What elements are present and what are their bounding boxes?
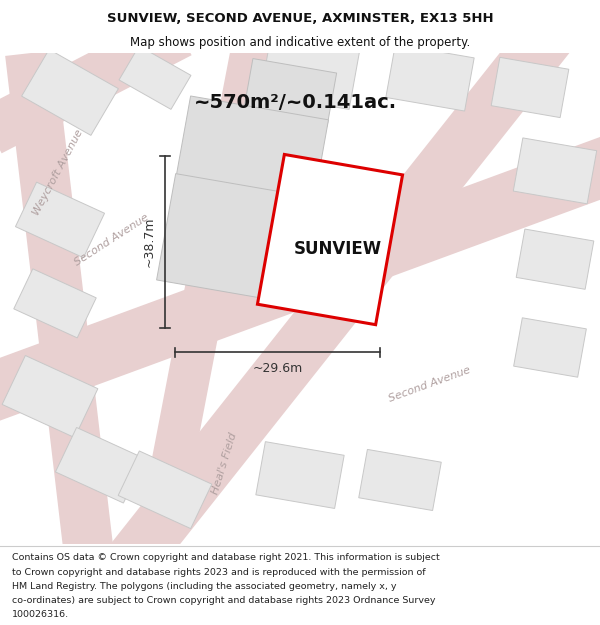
Polygon shape (513, 138, 597, 204)
Polygon shape (257, 154, 403, 324)
Polygon shape (157, 174, 323, 306)
Polygon shape (244, 59, 337, 126)
Text: Second Avenue: Second Avenue (73, 212, 151, 268)
Polygon shape (260, 36, 359, 109)
Text: Map shows position and indicative extent of the property.: Map shows position and indicative extent… (130, 36, 470, 49)
Polygon shape (118, 451, 212, 529)
Text: Contains OS data © Crown copyright and database right 2021. This information is : Contains OS data © Crown copyright and d… (12, 554, 440, 562)
Text: Heal's Field: Heal's Field (211, 431, 239, 496)
Polygon shape (0, 134, 600, 424)
Polygon shape (14, 269, 96, 338)
Polygon shape (514, 318, 586, 378)
Polygon shape (386, 44, 474, 111)
Text: ~29.6m: ~29.6m (253, 362, 302, 374)
Polygon shape (134, 29, 275, 558)
Text: Second Avenue: Second Avenue (388, 365, 472, 404)
Text: ~38.7m: ~38.7m (143, 217, 155, 268)
Polygon shape (108, 17, 572, 580)
Text: co-ordinates) are subject to Crown copyright and database rights 2023 Ordnance S: co-ordinates) are subject to Crown copyr… (12, 596, 436, 605)
Polygon shape (359, 449, 441, 511)
Text: SUNVIEW, SECOND AVENUE, AXMINSTER, EX13 5HH: SUNVIEW, SECOND AVENUE, AXMINSTER, EX13 … (107, 12, 493, 24)
Text: 100026316.: 100026316. (12, 611, 69, 619)
Text: ~570m²/~0.141ac.: ~570m²/~0.141ac. (193, 92, 397, 112)
Text: HM Land Registry. The polygons (including the associated geometry, namely x, y: HM Land Registry. The polygons (includin… (12, 582, 397, 591)
Text: SUNVIEW: SUNVIEW (294, 241, 382, 258)
Polygon shape (256, 442, 344, 509)
Polygon shape (516, 229, 594, 289)
Polygon shape (55, 428, 145, 503)
Polygon shape (491, 58, 569, 118)
Polygon shape (22, 49, 118, 136)
Polygon shape (172, 96, 328, 226)
Polygon shape (119, 46, 191, 109)
Polygon shape (0, 12, 191, 153)
Text: Weycroft Avenue: Weycroft Avenue (31, 128, 85, 218)
Polygon shape (5, 51, 115, 566)
Polygon shape (16, 182, 104, 258)
Text: to Crown copyright and database rights 2023 and is reproduced with the permissio: to Crown copyright and database rights 2… (12, 568, 425, 577)
Polygon shape (2, 356, 98, 437)
